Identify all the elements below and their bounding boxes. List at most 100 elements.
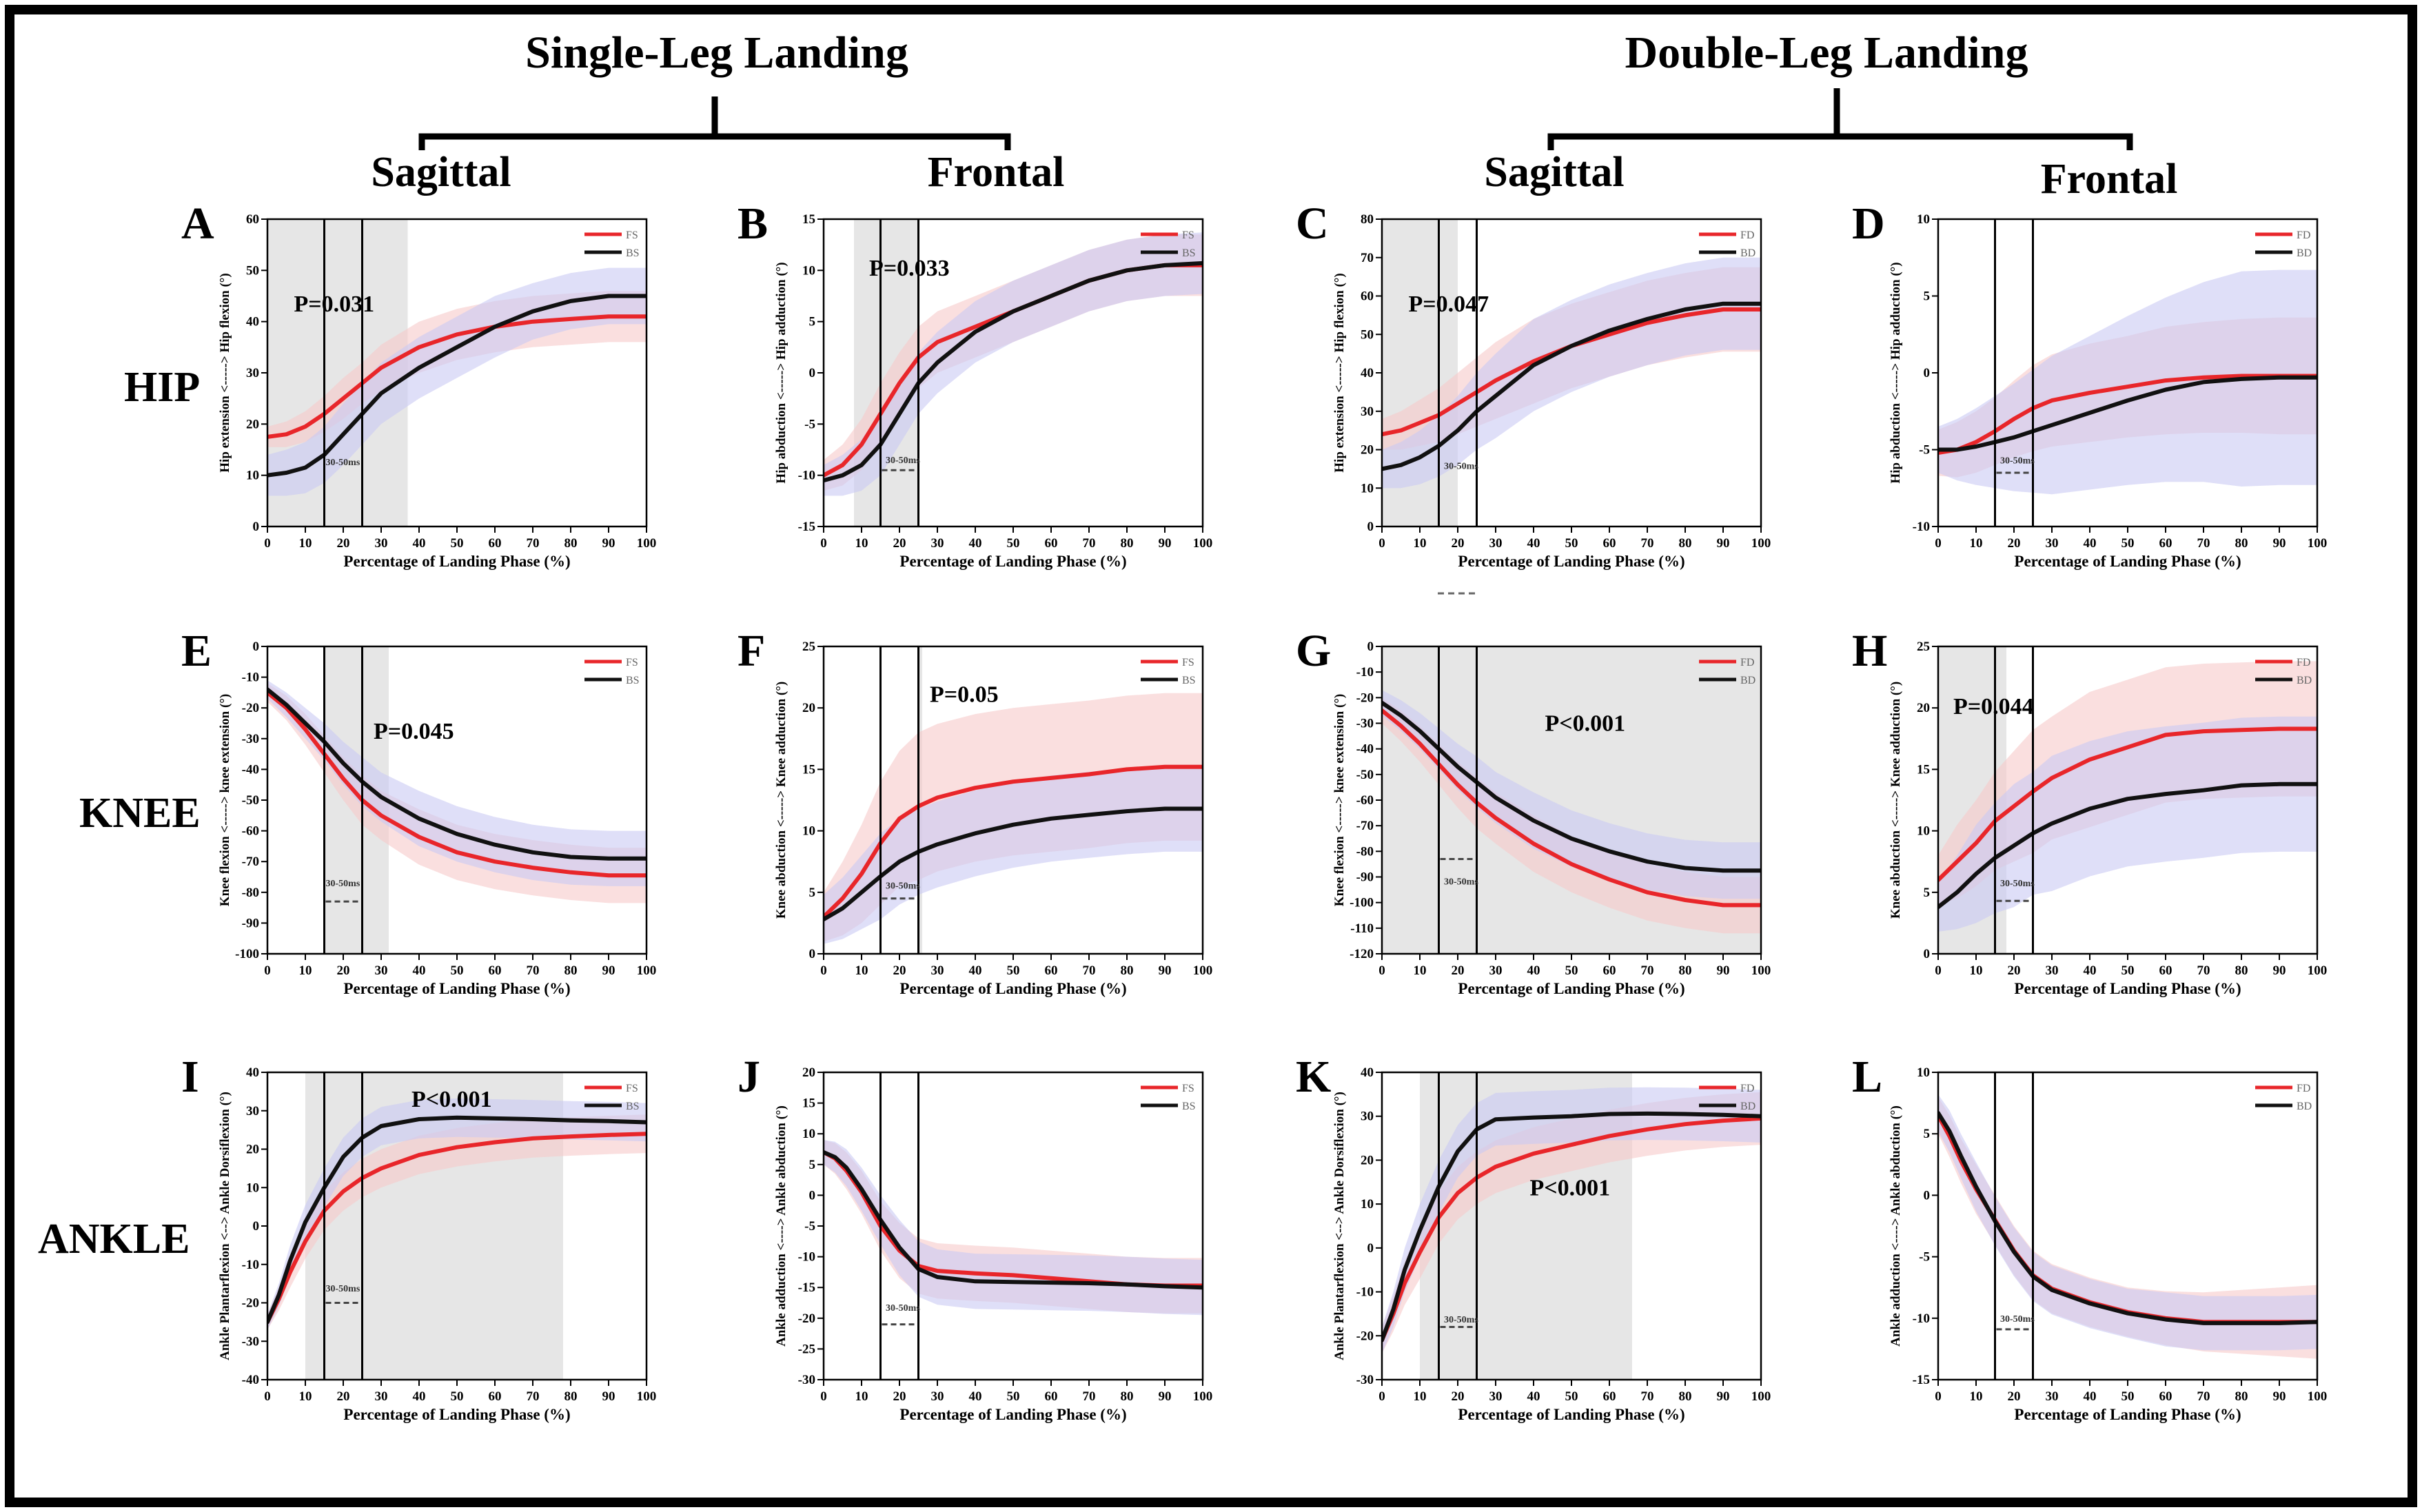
y-tick-label: 0 bbox=[1924, 366, 1931, 380]
x-tick-label: 0 bbox=[820, 1389, 827, 1404]
y-tick-label: 0 bbox=[1924, 1188, 1931, 1203]
x-axis-label: Percentage of Landing Phase (%) bbox=[1458, 1406, 1685, 1423]
title-double-leg: Double-Leg Landing bbox=[1625, 28, 2028, 78]
y-tick-label: -30 bbox=[242, 732, 259, 746]
x-tick-label: 30 bbox=[375, 1389, 388, 1404]
x-tick-label: 80 bbox=[564, 1389, 578, 1404]
x-tick-label: 30 bbox=[1489, 963, 1503, 978]
window-label: 30-50ms bbox=[1444, 877, 1478, 888]
x-tick-label: 20 bbox=[2008, 536, 2021, 551]
y-tick-label: 15 bbox=[802, 1096, 815, 1111]
y-tick-label: -40 bbox=[242, 762, 259, 777]
y-axis-label: Ankle adduction <----> Ankle abduction (… bbox=[1889, 1105, 1903, 1347]
panel-F: 30-50ms P=0.05 0 10 20 30 40 50 60 70 80 90 100 0 5 10 1… bbox=[737, 626, 1212, 997]
p-value: P<0.001 bbox=[1545, 711, 1626, 737]
series-line-BD bbox=[1382, 301, 1761, 471]
legend-label-FS: FS bbox=[626, 229, 638, 241]
y-tick-label: -5 bbox=[1919, 1250, 1930, 1265]
sd-band-BS bbox=[267, 680, 647, 886]
bracket-single-leg bbox=[418, 96, 1011, 150]
y-tick-label: 0 bbox=[253, 1219, 260, 1234]
x-tick-label: 10 bbox=[1970, 963, 1983, 978]
x-tick-label: 80 bbox=[2235, 536, 2248, 551]
x-tick-label: 80 bbox=[2235, 963, 2248, 978]
series-line-FD bbox=[1382, 307, 1761, 437]
y-tick-label: 0 bbox=[1367, 520, 1374, 534]
x-tick-label: 90 bbox=[2273, 1389, 2286, 1404]
panel-letter: I bbox=[181, 1052, 199, 1102]
panel-letter: E bbox=[181, 626, 212, 676]
p-value: P=0.047 bbox=[1409, 292, 1489, 317]
x-tick-label: 60 bbox=[1603, 963, 1616, 978]
sd-band-BS bbox=[824, 232, 1203, 496]
legend-label-FS: FS bbox=[1182, 657, 1194, 668]
p-value: P=0.044 bbox=[1953, 694, 2034, 719]
x-tick-label: 80 bbox=[1679, 1389, 1692, 1404]
y-tick-label: 20 bbox=[1361, 443, 1374, 458]
y-tick-label: -15 bbox=[1913, 1373, 1930, 1387]
x-tick-label: 30 bbox=[1489, 536, 1503, 551]
y-tick-label: -120 bbox=[1350, 947, 1374, 961]
x-tick-label: 80 bbox=[564, 963, 578, 978]
y-tick-label: -90 bbox=[242, 916, 259, 930]
plane-label-1: Sagittal bbox=[371, 149, 511, 196]
y-tick-label: 30 bbox=[1361, 1110, 1374, 1124]
y-axis-label: Knee abduction <-----> Knee adduction (°… bbox=[1889, 682, 1903, 919]
x-axis-label: Percentage of Landing Phase (%) bbox=[899, 1406, 1126, 1423]
x-tick-label: 80 bbox=[1679, 963, 1692, 978]
x-tick-label: 60 bbox=[1045, 1389, 1058, 1404]
y-tick-label: 0 bbox=[1367, 640, 1374, 654]
panel-letter: L bbox=[1852, 1052, 1882, 1102]
y-tick-label: -50 bbox=[242, 793, 259, 808]
window-label: 30-50ms bbox=[1444, 1315, 1478, 1325]
series-line-BS bbox=[267, 1115, 647, 1325]
y-tick-label: -80 bbox=[242, 886, 259, 900]
y-tick-label: -70 bbox=[242, 855, 259, 869]
panel-A: 30-50ms P=0.031 0 10 20 30 40 50 60 70 80 90 100 0 10 2… bbox=[181, 198, 656, 570]
y-tick-label: -10 bbox=[1356, 1285, 1374, 1300]
x-tick-label: 90 bbox=[1717, 1389, 1730, 1404]
legend-label-BS: BS bbox=[1182, 247, 1196, 259]
y-tick-label: 10 bbox=[1361, 1197, 1374, 1212]
y-tick-label: 40 bbox=[246, 1065, 259, 1080]
x-axis-label: Percentage of Landing Phase (%) bbox=[1458, 980, 1685, 997]
x-tick-label: 50 bbox=[2121, 1389, 2135, 1404]
x-tick-label: 70 bbox=[1641, 963, 1654, 978]
y-axis-label: Ankle Plantarflexion <--> Ankle Dorsifle… bbox=[218, 1092, 232, 1360]
series-line-BS bbox=[824, 260, 1203, 483]
y-tick-label: 15 bbox=[802, 762, 815, 777]
series-line-BD bbox=[1382, 700, 1761, 873]
legend-label-BS: BS bbox=[626, 247, 640, 259]
x-tick-label: 100 bbox=[1751, 963, 1771, 978]
panel-letter: A bbox=[181, 198, 214, 249]
y-tick-label: -20 bbox=[242, 1296, 259, 1311]
x-tick-label: 90 bbox=[1159, 1389, 1172, 1404]
x-tick-label: 40 bbox=[969, 1389, 982, 1404]
y-tick-label: -30 bbox=[1356, 1373, 1374, 1387]
series-line-BD bbox=[1938, 375, 2317, 452]
x-tick-label: 100 bbox=[2308, 963, 2328, 978]
x-tick-label: 60 bbox=[489, 963, 502, 978]
sd-band-BD bbox=[1382, 690, 1761, 899]
window-label: 30-50ms bbox=[326, 1284, 360, 1294]
x-tick-label: 50 bbox=[451, 536, 464, 551]
x-tick-label: 30 bbox=[375, 963, 388, 978]
legend-label-FD: FD bbox=[2297, 657, 2310, 668]
x-tick-label: 20 bbox=[337, 963, 350, 978]
window-label: 30-50ms bbox=[326, 458, 360, 468]
panel-letter: F bbox=[737, 626, 765, 676]
x-tick-label: 10 bbox=[1414, 1389, 1427, 1404]
y-tick-label: -5 bbox=[1919, 443, 1930, 458]
y-tick-label: -10 bbox=[798, 469, 815, 483]
y-tick-label: 5 bbox=[809, 886, 816, 900]
x-tick-label: 30 bbox=[931, 1389, 944, 1404]
x-tick-label: 100 bbox=[1193, 963, 1213, 978]
y-tick-label: -25 bbox=[798, 1342, 815, 1356]
y-tick-label: 10 bbox=[246, 1181, 259, 1195]
window-label: 30-50ms bbox=[2000, 879, 2035, 889]
panel-letter: D bbox=[1852, 198, 1885, 249]
x-tick-label: 40 bbox=[969, 963, 982, 978]
